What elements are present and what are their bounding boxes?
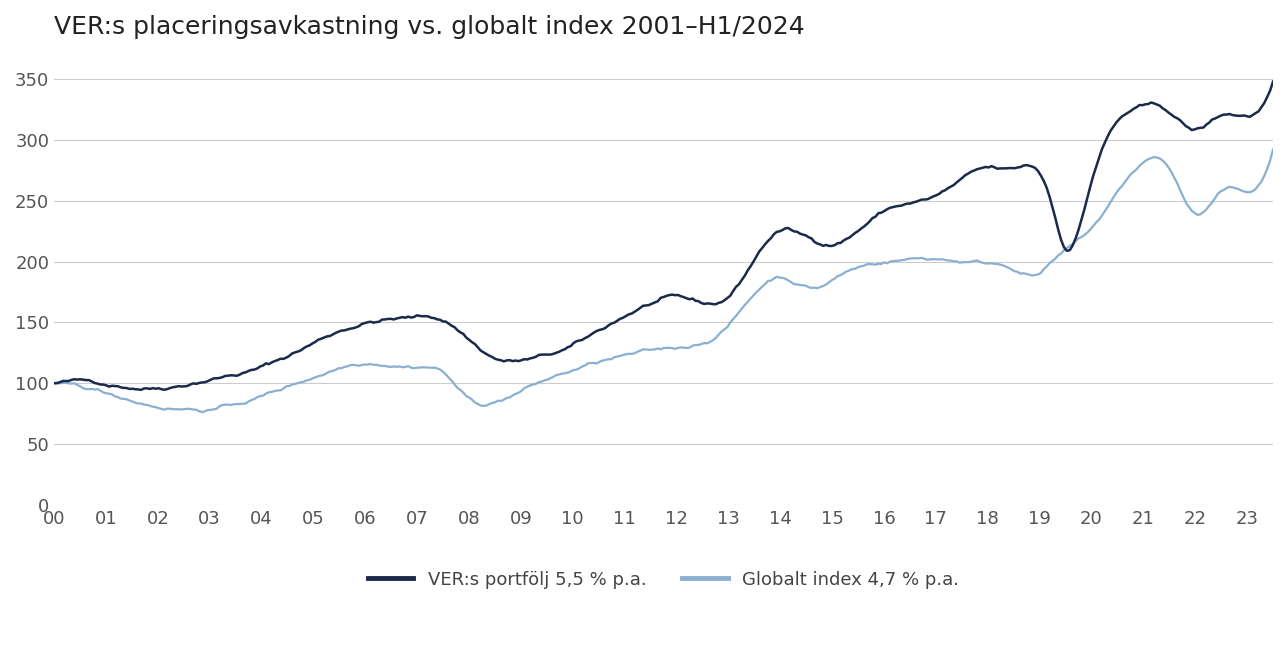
VER:s portfölj 5,5 % p.a. [1265,77,1280,85]
Globalt index 4,7 % p.a. [1024,271,1039,280]
Line: VER:s portfölj 5,5 % p.a.: VER:s portfölj 5,5 % p.a. [54,81,1273,390]
Line: Globalt index 4,7 % p.a.: Globalt index 4,7 % p.a. [54,150,1273,412]
VER:s portfölj 5,5 % p.a. [1039,183,1055,192]
Text: VER:s placeringsavkastning vs. globalt index 2001–H1/2024: VER:s placeringsavkastning vs. globalt i… [54,15,805,39]
VER:s portfölj 5,5 % p.a. [429,315,444,323]
Globalt index 4,7 % p.a. [46,379,62,387]
VER:s portfölj 5,5 % p.a. [963,167,979,175]
Globalt index 4,7 % p.a. [1265,146,1280,154]
VER:s portfölj 5,5 % p.a. [1024,163,1039,171]
VER:s portfölj 5,5 % p.a. [958,171,974,179]
Legend: VER:s portfölj 5,5 % p.a., Globalt index 4,7 % p.a.: VER:s portfölj 5,5 % p.a., Globalt index… [361,563,966,596]
VER:s portfölj 5,5 % p.a. [46,379,62,387]
Globalt index 4,7 % p.a. [783,278,799,286]
Globalt index 4,7 % p.a. [958,258,974,266]
Globalt index 4,7 % p.a. [194,408,210,416]
VER:s portfölj 5,5 % p.a. [134,386,149,394]
Globalt index 4,7 % p.a. [429,364,444,372]
VER:s portfölj 5,5 % p.a. [783,226,799,234]
Globalt index 4,7 % p.a. [963,258,979,266]
Globalt index 4,7 % p.a. [1039,263,1055,271]
